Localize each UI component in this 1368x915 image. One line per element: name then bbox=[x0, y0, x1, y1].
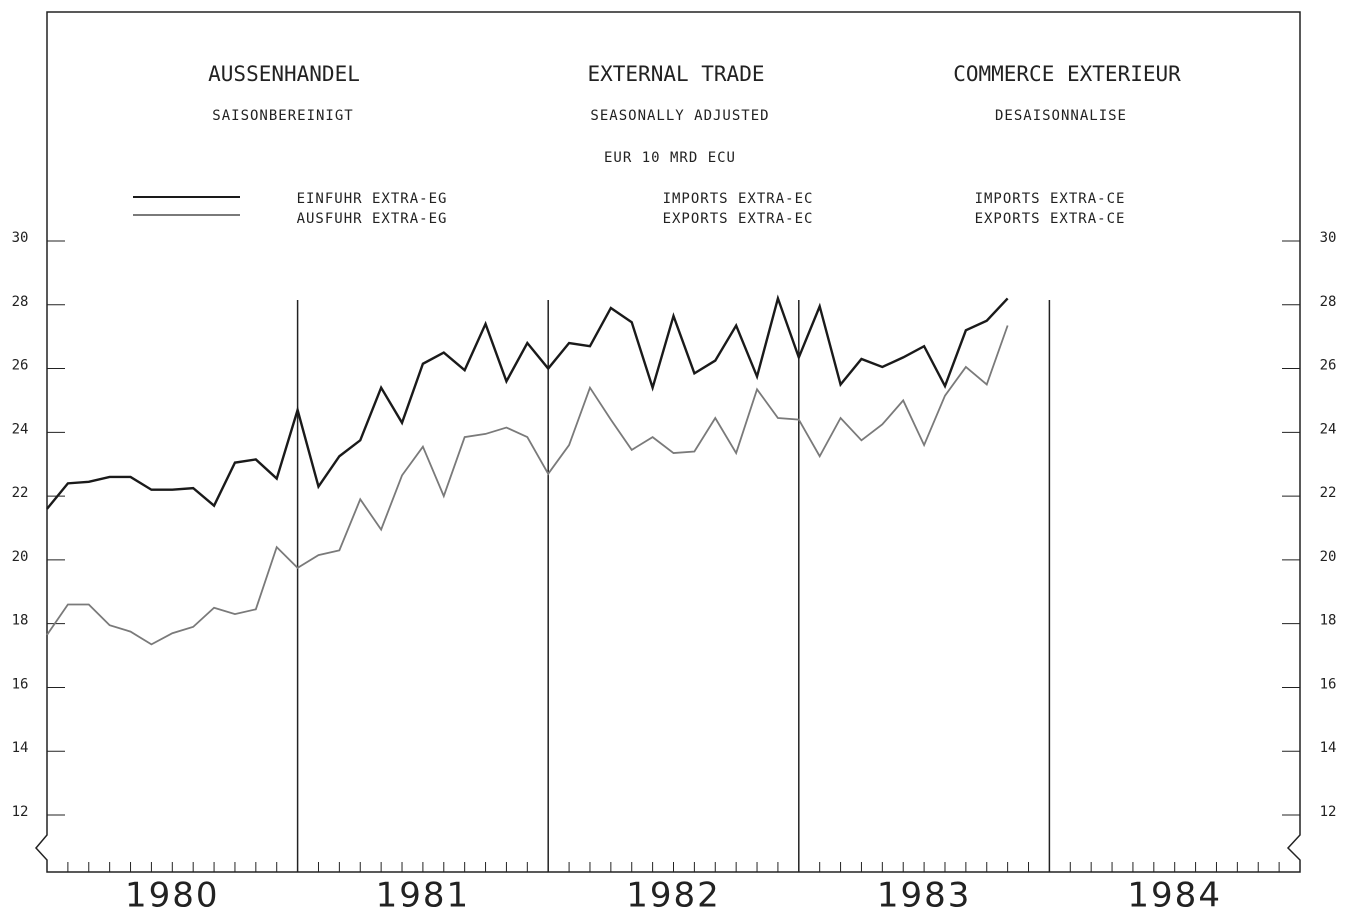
unit: EUR 10 MRD ECU bbox=[604, 150, 736, 166]
subtitle-fr: DESAISONNALISE bbox=[995, 108, 1127, 124]
title-en: EXTERNAL TRADE bbox=[587, 62, 764, 86]
y-tick-label-right: 24 bbox=[1320, 421, 1337, 437]
subtitle-en: SEASONALLY ADJUSTED bbox=[590, 108, 769, 124]
year-label: 1981 bbox=[376, 876, 471, 915]
y-tick-label-right: 22 bbox=[1320, 485, 1337, 501]
year-label: 1983 bbox=[877, 876, 972, 915]
y-tick-label-right: 12 bbox=[1320, 804, 1337, 820]
year-label: 1982 bbox=[626, 876, 721, 915]
legend-label: EINFUHR EXTRA-EG bbox=[297, 191, 448, 207]
frame bbox=[35, 11, 1301, 873]
legend-label: EXPORTS EXTRA-CE bbox=[975, 211, 1126, 227]
y-tick-label-right: 16 bbox=[1320, 676, 1337, 692]
year-label: 1984 bbox=[1127, 876, 1222, 915]
y-tick-label: 22 bbox=[12, 485, 29, 501]
series-line bbox=[46, 325, 1009, 646]
legend-label: EXPORTS EXTRA-EC bbox=[663, 211, 814, 227]
y-tick-label: 28 bbox=[12, 294, 29, 310]
y-tick-label: 18 bbox=[12, 613, 29, 629]
y-tick-label: 20 bbox=[12, 549, 29, 565]
y-tick-label: 26 bbox=[12, 358, 29, 374]
y-tick-label-right: 26 bbox=[1320, 358, 1337, 374]
y-tick-label: 12 bbox=[12, 804, 29, 820]
legend-label: IMPORTS EXTRA-EC bbox=[663, 191, 814, 207]
y-tick-label-right: 30 bbox=[1320, 230, 1337, 246]
y-tick-label: 16 bbox=[12, 676, 29, 692]
title-de: AUSSENHANDEL bbox=[208, 62, 360, 86]
y-tick-label-right: 14 bbox=[1320, 740, 1337, 756]
y-tick-label: 14 bbox=[12, 740, 29, 756]
title-fr: COMMERCE EXTERIEUR bbox=[953, 62, 1181, 86]
year-label: 1980 bbox=[125, 876, 220, 915]
y-tick-label-right: 20 bbox=[1320, 549, 1337, 565]
legend-label: IMPORTS EXTRA-CE bbox=[975, 191, 1126, 207]
subtitle-de: SAISONBEREINIGT bbox=[212, 108, 353, 124]
legend-label: AUSFUHR EXTRA-EG bbox=[297, 211, 448, 227]
y-tick-label: 30 bbox=[12, 230, 29, 246]
series-line bbox=[46, 294, 1009, 510]
y-tick-label-right: 18 bbox=[1320, 613, 1337, 629]
y-tick-label: 24 bbox=[12, 421, 29, 437]
y-tick-label-right: 28 bbox=[1320, 294, 1337, 310]
